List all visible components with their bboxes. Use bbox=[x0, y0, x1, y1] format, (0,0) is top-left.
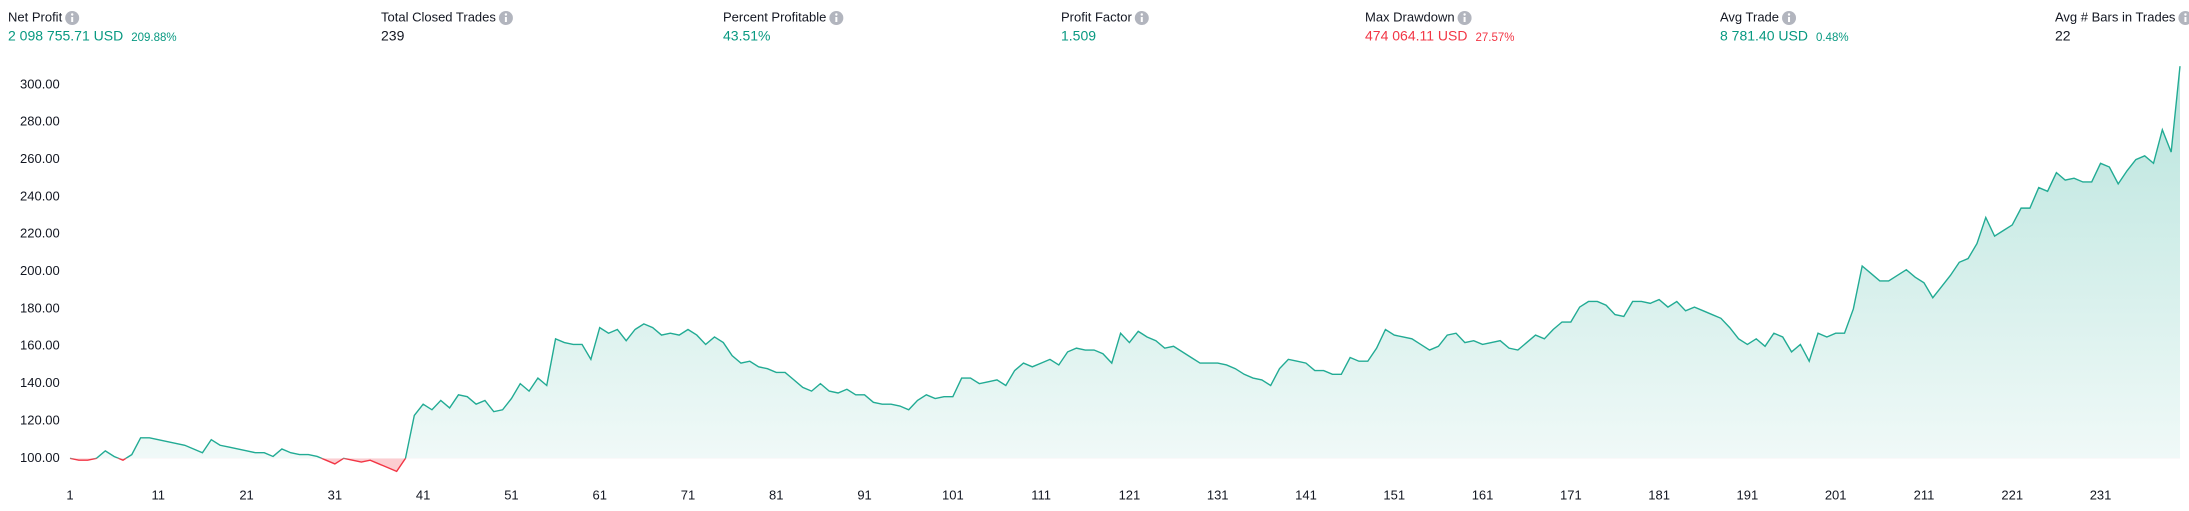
x-tick-label: 1 bbox=[66, 487, 73, 502]
x-tick-label: 31 bbox=[328, 487, 342, 502]
info-icon-dot bbox=[70, 13, 74, 16]
stat-value: 1.509 bbox=[1061, 28, 1096, 44]
info-icon-stem bbox=[1140, 17, 1143, 22]
drawdown-area bbox=[70, 458, 406, 472]
stat-label: Total Closed Trades bbox=[381, 9, 496, 24]
stat-secondary: 209.88% bbox=[131, 32, 176, 44]
x-tick-label: 231 bbox=[2090, 487, 2112, 502]
info-icon-stem bbox=[1788, 17, 1791, 22]
y-tick-label: 100.00 bbox=[20, 450, 60, 465]
stat-label: Avg # Bars in Trades bbox=[2055, 9, 2176, 24]
stat-value: 8 781.40 USD bbox=[1720, 28, 1808, 44]
y-tick-label: 260.00 bbox=[20, 151, 60, 166]
x-tick-label: 51 bbox=[504, 487, 518, 502]
x-tick-label: 41 bbox=[416, 487, 430, 502]
y-tick-label: 160.00 bbox=[20, 338, 60, 353]
x-tick-label: 131 bbox=[1207, 487, 1229, 502]
x-tick-label: 71 bbox=[681, 487, 695, 502]
stat-value: 22 bbox=[2055, 28, 2071, 44]
stat-secondary: 0.48% bbox=[1816, 32, 1849, 44]
stat-label: Max Drawdown bbox=[1365, 9, 1455, 24]
stat-label: Avg Trade bbox=[1720, 9, 1779, 24]
stat-value: 2 098 755.71 USD bbox=[8, 28, 123, 44]
info-icon-dot bbox=[504, 13, 508, 16]
x-tick-label: 211 bbox=[1914, 487, 1935, 502]
stat-label: Net Profit bbox=[8, 9, 63, 24]
stat-label: Percent Profitable bbox=[723, 9, 826, 24]
x-tick-label: 61 bbox=[592, 487, 606, 502]
info-icon bbox=[2178, 11, 2189, 25]
info-icon-dot bbox=[1787, 13, 1791, 16]
x-tick-label: 101 bbox=[942, 487, 964, 502]
x-tick-label: 21 bbox=[239, 487, 253, 502]
info-icon-stem bbox=[2184, 17, 2187, 22]
info-icon-stem bbox=[71, 17, 74, 22]
info-icon-dot bbox=[1463, 13, 1466, 16]
x-tick-label: 171 bbox=[1560, 487, 1582, 502]
x-tick-label: 91 bbox=[857, 487, 871, 502]
x-tick-label: 181 bbox=[1648, 487, 1670, 502]
y-tick-label: 200.00 bbox=[20, 263, 60, 278]
info-icon-stem bbox=[835, 17, 838, 22]
y-tick-label: 140.00 bbox=[20, 375, 60, 390]
info-icon-stem bbox=[504, 17, 507, 22]
y-tick-label: 180.00 bbox=[20, 300, 60, 315]
x-tick-label: 191 bbox=[1737, 487, 1759, 502]
x-tick-label: 201 bbox=[1825, 487, 1847, 502]
y-tick-label: 220.00 bbox=[20, 226, 60, 241]
x-tick-label: 141 bbox=[1295, 487, 1317, 502]
x-tick-label: 121 bbox=[1119, 487, 1141, 502]
info-icon-stem bbox=[1463, 17, 1466, 22]
x-tick-label: 81 bbox=[769, 487, 783, 502]
x-tick-label: 111 bbox=[1031, 487, 1051, 502]
y-tick-label: 300.00 bbox=[20, 76, 60, 91]
info-icon-dot bbox=[835, 13, 838, 16]
x-tick-label: 11 bbox=[152, 487, 166, 502]
y-tick-label: 280.00 bbox=[20, 114, 60, 129]
stat-value: 474 064.11 USD bbox=[1365, 28, 1467, 44]
stat-value: 239 bbox=[381, 28, 405, 44]
x-tick-label: 221 bbox=[2001, 487, 2023, 502]
x-tick-label: 151 bbox=[1383, 487, 1405, 502]
info-icon-dot bbox=[1140, 13, 1143, 16]
x-tick-label: 161 bbox=[1472, 487, 1494, 502]
equity-line bbox=[70, 66, 2181, 459]
y-tick-label: 120.00 bbox=[20, 412, 60, 427]
stat-label: Profit Factor bbox=[1061, 9, 1132, 24]
stat-value: 43.51% bbox=[723, 28, 770, 44]
stat-secondary: 27.57% bbox=[1475, 32, 1514, 44]
equity-area bbox=[70, 66, 2180, 459]
info-icon-dot bbox=[2184, 13, 2187, 16]
y-tick-label: 240.00 bbox=[20, 188, 60, 203]
